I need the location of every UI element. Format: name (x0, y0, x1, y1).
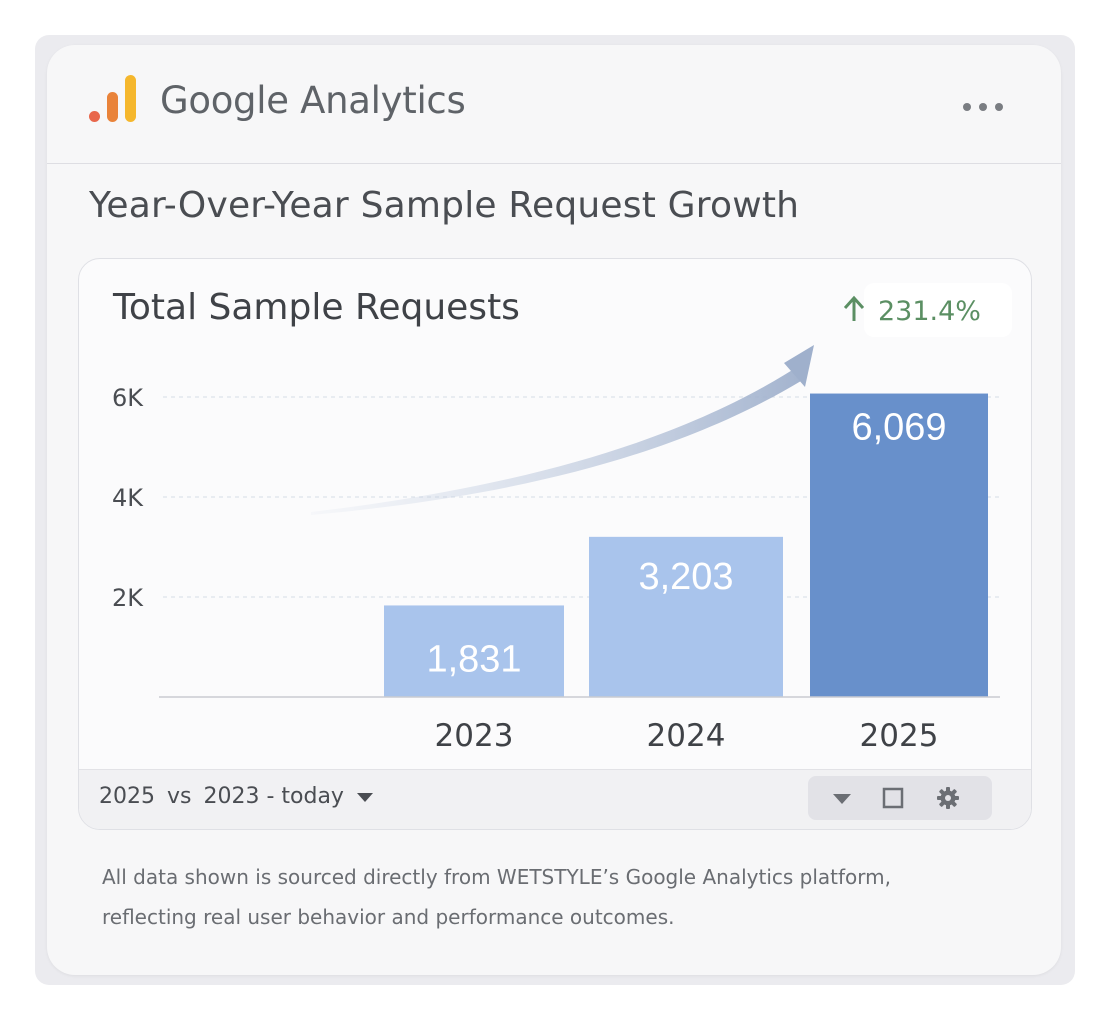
card-header: Google Analytics (47, 45, 1061, 164)
bar-chart: Total Sample Requests 231.4% 2K 4K 6K 1,83… (112, 283, 1012, 754)
x-tick-label: 2025 (860, 718, 939, 754)
dropdown-triangle-icon[interactable] (830, 786, 854, 810)
report-title: Year-Over-Year Sample Request Growth (89, 185, 800, 226)
chart-tools (808, 776, 992, 820)
expand-square-icon[interactable] (881, 786, 905, 810)
data-source-note-line2: reflecting real user behavior and perfor… (102, 905, 675, 929)
x-tick-label: 2023 (435, 718, 514, 754)
data-source-note-line1: All data shown is sourced directly from … (102, 865, 891, 889)
range-primary: 2025 (99, 784, 155, 809)
y-tick-label: 2K (112, 584, 144, 612)
change-value: 231.4% (878, 296, 981, 327)
bar-2024[interactable] (589, 536, 783, 697)
arrow-up-icon (843, 295, 865, 321)
bar-value-label: 3,203 (638, 556, 733, 598)
y-tick-label: 4K (112, 484, 144, 512)
x-tick-label: 2024 (647, 718, 726, 754)
bar-value-label: 1,831 (426, 638, 521, 680)
data-source-note: All data shown is sourced directly from … (102, 857, 1002, 937)
app-name: Google Analytics (160, 79, 466, 122)
y-tick-label: 6K (112, 384, 144, 412)
bar-2025[interactable] (810, 393, 988, 697)
bar-value-label: 6,069 (851, 407, 946, 449)
analytics-card: Google Analytics Year-Over-Year Sample R… (47, 45, 1061, 975)
gear-icon[interactable] (936, 786, 960, 810)
range-vs: vs (167, 784, 192, 809)
chevron-down-icon (356, 792, 373, 802)
google-analytics-logo-icon (89, 75, 136, 122)
change-badge: 231.4% (843, 283, 1012, 337)
bar-2023[interactable] (384, 605, 564, 697)
chart-card: Total Sample Requests 231.4% 2K 4K 6K 1,83… (78, 258, 1032, 830)
growth-arrow (311, 369, 801, 515)
more-options-icon[interactable] (959, 97, 1007, 117)
chart-title: Total Sample Requests (112, 287, 520, 328)
range-comparison: 2023 - today (203, 784, 344, 809)
date-range-dropdown[interactable]: 2025 vs 2023 - today (99, 784, 374, 809)
chart-footer: 2025 vs 2023 - today (79, 769, 1031, 829)
growth-arrow-head (784, 345, 814, 387)
